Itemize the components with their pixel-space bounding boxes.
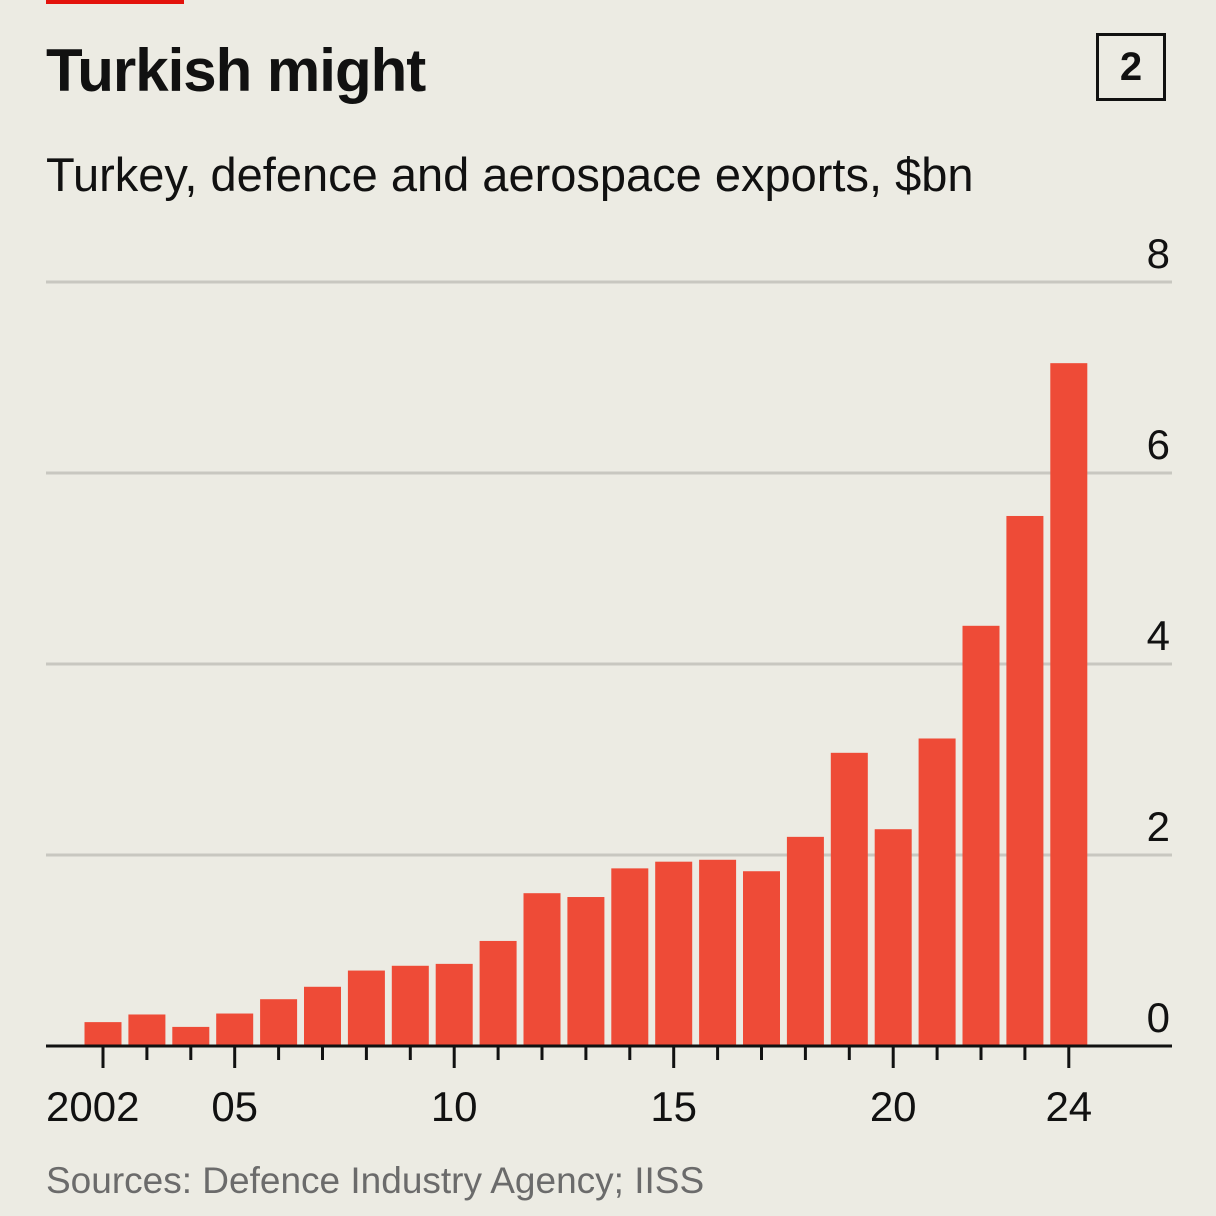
bar xyxy=(743,871,780,1046)
x-axis xyxy=(46,1044,1172,1068)
y-tick-label: 0 xyxy=(1147,994,1170,1041)
bar xyxy=(523,893,561,1046)
bar xyxy=(699,859,737,1046)
bar xyxy=(1050,363,1088,1046)
bar xyxy=(611,868,649,1046)
y-tick-label: 6 xyxy=(1147,421,1170,468)
bar xyxy=(567,897,605,1046)
bar xyxy=(347,970,385,1046)
y-tick-labels: 0 2 4 6 8 xyxy=(1147,230,1170,1041)
x-tick-labels: 2002 05 10 15 20 24 xyxy=(46,1083,1092,1130)
bars xyxy=(84,363,1088,1046)
bar xyxy=(874,829,912,1046)
y-tick-label: 2 xyxy=(1147,803,1170,850)
bar xyxy=(260,999,298,1046)
x-tick-label: 20 xyxy=(870,1083,917,1130)
bar xyxy=(84,1022,122,1046)
x-tick-label: 2002 xyxy=(46,1083,139,1130)
y-tick-label: 8 xyxy=(1147,230,1170,277)
y-tick-label: 4 xyxy=(1147,612,1170,659)
x-tick-label: 15 xyxy=(650,1083,697,1130)
bar xyxy=(435,963,473,1046)
bar xyxy=(128,1014,166,1046)
bar xyxy=(216,1013,254,1046)
bar xyxy=(479,940,517,1046)
bar xyxy=(918,738,956,1046)
bar xyxy=(786,836,824,1046)
x-tick-label: 24 xyxy=(1045,1083,1092,1130)
bar xyxy=(655,861,693,1046)
bar xyxy=(172,1026,210,1046)
x-tick-label: 05 xyxy=(211,1083,258,1130)
bar xyxy=(391,965,429,1046)
bar xyxy=(1006,515,1044,1046)
brand-tag xyxy=(46,0,184,4)
gridlines xyxy=(46,280,1172,857)
bar xyxy=(962,625,1000,1046)
chart-subtitle: Turkey, defence and aerospace exports, $… xyxy=(46,148,974,201)
chart-number-badge: 2 xyxy=(1096,33,1166,101)
bar xyxy=(304,986,341,1046)
x-tick-label: 10 xyxy=(431,1083,478,1130)
chart-title: Turkish might xyxy=(46,37,426,104)
source-note: Sources: Defence Industry Agency; IISS xyxy=(46,1160,705,1201)
bar xyxy=(830,752,868,1046)
